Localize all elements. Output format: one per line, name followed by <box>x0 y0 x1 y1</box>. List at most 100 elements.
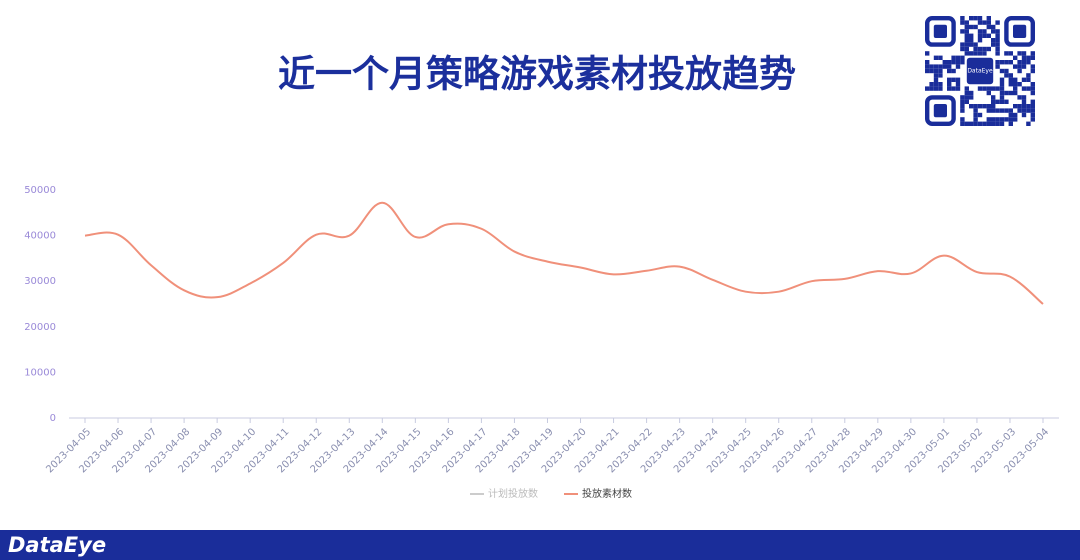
legend-label: 计划投放数 <box>488 487 538 500</box>
qr-module <box>947 82 952 87</box>
qr-module <box>995 121 1000 126</box>
qr-module <box>982 51 987 56</box>
qr-module <box>1004 68 1009 74</box>
qr-module <box>1004 108 1009 113</box>
qr-module <box>986 86 991 91</box>
qr-module <box>1013 90 1018 96</box>
qr-module <box>1021 108 1027 113</box>
qr-module <box>1021 55 1027 60</box>
qr-module <box>969 104 974 109</box>
qr-module <box>960 42 965 47</box>
qr-module <box>1004 99 1009 104</box>
qr-module <box>977 29 983 34</box>
qr-module <box>960 29 965 34</box>
qr-module <box>933 68 939 74</box>
qr-finder <box>1013 24 1027 38</box>
qr-module <box>995 60 1000 65</box>
qr-module <box>1017 108 1022 113</box>
qr-module <box>1030 86 1035 91</box>
qr-code: DataEye <box>925 16 1036 127</box>
qr-module <box>991 24 996 30</box>
qr-module <box>925 64 930 69</box>
qr-module <box>986 20 991 25</box>
qr-module <box>999 99 1005 104</box>
qr-module <box>1008 51 1013 56</box>
qr-module <box>1021 60 1027 65</box>
qr-module <box>1030 51 1035 56</box>
qr-module <box>1030 68 1035 74</box>
qr-module <box>986 90 991 96</box>
qr-module <box>1021 51 1027 56</box>
qr-module <box>991 99 996 104</box>
qr-module <box>1017 95 1022 100</box>
qr-module <box>1030 117 1035 122</box>
qr-module <box>1008 73 1013 78</box>
qr-module <box>925 51 930 56</box>
qr-module <box>982 20 987 25</box>
y-tick-label: 30000 <box>24 276 56 287</box>
qr-module <box>960 46 965 52</box>
qr-module <box>977 33 983 38</box>
brand: DataEye <box>8 533 106 557</box>
qr-module <box>969 38 974 43</box>
qr-module <box>1008 108 1013 113</box>
qr-finder <box>925 16 956 47</box>
qr-module <box>1008 117 1013 122</box>
qr-module <box>960 104 965 109</box>
qr-module <box>977 104 983 109</box>
qr-module <box>999 121 1005 126</box>
qr-finder <box>1004 16 1036 47</box>
qr-module <box>1017 82 1022 87</box>
qr-module <box>991 108 996 113</box>
qr-module <box>999 77 1005 82</box>
y-tick-label: 0 <box>50 413 56 424</box>
qr-module <box>973 46 978 52</box>
qr-module <box>991 29 996 34</box>
qr-module <box>933 64 939 69</box>
qr-module <box>947 68 952 74</box>
qr-module <box>1030 55 1035 60</box>
qr-module <box>955 82 961 87</box>
qr-module <box>960 20 965 25</box>
qr-module <box>1026 108 1031 113</box>
qr-module <box>1030 112 1035 118</box>
qr-module <box>1004 90 1009 96</box>
qr-module <box>1021 86 1027 91</box>
qr-module <box>969 95 974 100</box>
y-tick-label: 10000 <box>24 367 56 378</box>
qr-module <box>999 117 1005 122</box>
qr-module <box>973 16 978 21</box>
qr-module <box>925 60 930 65</box>
qr-module <box>973 24 978 30</box>
qr-module <box>933 86 939 91</box>
qr-module <box>969 33 974 38</box>
qr-module <box>933 73 939 78</box>
qr-module <box>960 108 965 113</box>
qr-module <box>1030 108 1035 113</box>
qr-module <box>991 42 996 47</box>
qr-module <box>995 86 1000 91</box>
qr-module <box>1021 104 1027 109</box>
qr-module <box>964 46 969 52</box>
qr-module <box>1004 60 1009 65</box>
qr-module <box>938 82 943 87</box>
qr-module <box>960 99 965 104</box>
chart-title: 近一个月策略游戏素材投放趋势 <box>278 53 796 96</box>
qr-module <box>1013 64 1018 69</box>
qr-module <box>986 16 991 21</box>
qr-module <box>995 64 1000 69</box>
qr-module <box>982 33 987 38</box>
qr-finder <box>925 95 956 127</box>
qr-module <box>955 86 961 91</box>
qr-module <box>960 121 965 126</box>
qr-module <box>991 38 996 43</box>
qr-module <box>1030 104 1035 109</box>
qr-logo <box>966 57 994 85</box>
qr-module <box>964 95 969 100</box>
y-tick-label: 40000 <box>24 231 56 242</box>
qr-module <box>1026 77 1031 82</box>
qr-module <box>973 104 978 109</box>
qr-module <box>986 24 991 30</box>
qr-module <box>995 51 1000 56</box>
